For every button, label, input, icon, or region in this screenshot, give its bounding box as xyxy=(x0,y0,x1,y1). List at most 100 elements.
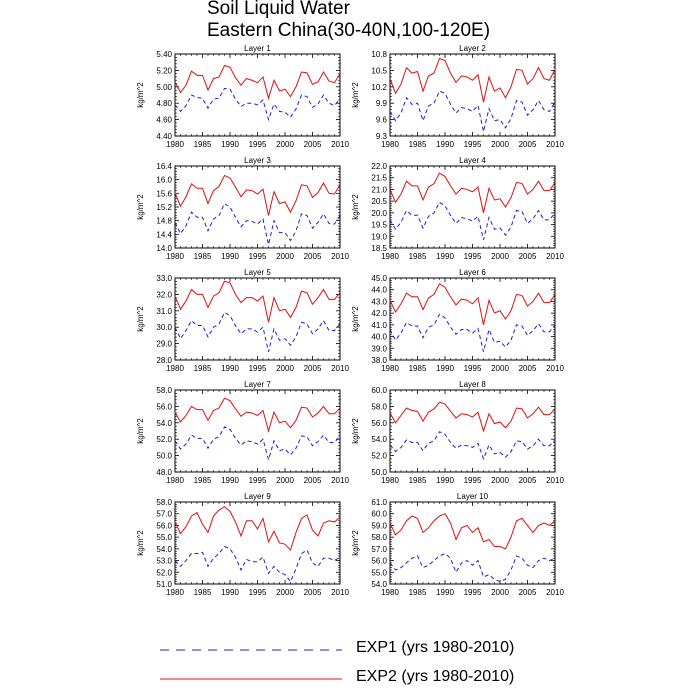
chart-panel-layer-7: Layer 7 kg/m^2 48.0 50.0 52.0 54.0 56.0 58.0 198… xyxy=(136,380,349,485)
x-tick-label: 2000 xyxy=(491,476,509,485)
x-tick-label: 1995 xyxy=(464,588,482,597)
panel-title: Layer 1 xyxy=(244,44,271,53)
y-axis-label: kg/m^2 xyxy=(351,306,360,332)
x-tick-label: 1995 xyxy=(464,364,482,373)
y-tick-label: 52.0 xyxy=(156,568,172,577)
x-tick-label: 2000 xyxy=(491,252,509,261)
y-axis-label: kg/m^2 xyxy=(351,82,360,108)
x-tick-label: 1990 xyxy=(436,140,454,149)
series-line-exp1 xyxy=(389,552,556,583)
y-tick-label: 57.0 xyxy=(371,545,387,554)
y-tick-label: 52.0 xyxy=(156,435,172,444)
y-axis-label: kg/m^2 xyxy=(136,306,145,332)
x-tick-label: 2000 xyxy=(491,364,509,373)
plot-frame xyxy=(389,165,556,249)
y-tick-label: 10.2 xyxy=(371,83,387,92)
x-tick-label: 1980 xyxy=(381,588,399,597)
plot-frame xyxy=(389,53,556,137)
chart-panel-layer-3: Layer 3 kg/m^2 14.0 14.4 14.8 15.2 15.6 16.0 16.… xyxy=(136,156,349,261)
y-tick-label: 16.0 xyxy=(156,176,172,185)
y-tick-label: 53.0 xyxy=(156,557,172,566)
x-tick-label: 2005 xyxy=(304,252,322,261)
x-tick-label: 1990 xyxy=(436,364,454,373)
panel-title: Layer 2 xyxy=(459,44,486,53)
series-line-exp1 xyxy=(389,201,556,240)
y-tick-label: 54.0 xyxy=(156,419,172,428)
x-tick-label: 1990 xyxy=(221,476,239,485)
y-axis-label: kg/m^2 xyxy=(136,194,145,220)
x-tick-label: 1980 xyxy=(381,364,399,373)
y-axis-label: kg/m^2 xyxy=(351,194,360,220)
y-tick-label: 19.5 xyxy=(371,221,387,230)
chart-panel-layer-1: Layer 1 kg/m^2 4.40 4.60 4.80 5.00 5.20 5.40 198… xyxy=(136,44,349,149)
series-line-exp1 xyxy=(174,311,341,352)
y-tick-label: 5.00 xyxy=(156,83,172,92)
panel-title: Layer 9 xyxy=(244,492,271,501)
series-line-exp2 xyxy=(174,174,341,216)
x-tick-label: 2005 xyxy=(519,252,537,261)
panel-title: Layer 4 xyxy=(459,156,486,165)
series-line-exp2 xyxy=(389,172,556,213)
y-tick-label: 39.0 xyxy=(371,344,387,353)
x-tick-label: 1980 xyxy=(166,588,184,597)
legend-label-exp1: EXP1 (yrs 1980-2010) xyxy=(356,639,515,656)
x-tick-label: 1985 xyxy=(409,588,427,597)
y-tick-label: 41.0 xyxy=(371,321,387,330)
x-tick-label: 1990 xyxy=(221,140,239,149)
y-tick-label: 58.0 xyxy=(156,498,172,507)
y-tick-label: 32.0 xyxy=(156,290,172,299)
x-tick-label: 2005 xyxy=(304,140,322,149)
series-line-exp1 xyxy=(174,87,341,122)
series-line-exp2 xyxy=(174,397,341,433)
x-tick-label: 2000 xyxy=(491,140,509,149)
x-tick-label: 2010 xyxy=(546,140,564,149)
x-tick-label: 1990 xyxy=(436,476,454,485)
x-tick-label: 2005 xyxy=(519,140,537,149)
y-axis-label: kg/m^2 xyxy=(136,530,145,556)
y-tick-label: 31.0 xyxy=(156,307,172,316)
series-line-exp1 xyxy=(389,313,556,352)
y-tick-label: 58.0 xyxy=(156,386,172,395)
x-tick-label: 1995 xyxy=(464,252,482,261)
panel-title: Layer 10 xyxy=(457,492,489,501)
y-axis-label: kg/m^2 xyxy=(351,418,360,444)
x-tick-label: 1980 xyxy=(166,252,184,261)
y-tick-label: 54.0 xyxy=(156,545,172,554)
legend-label-exp2: EXP2 (yrs 1980-2010) xyxy=(356,668,515,685)
x-tick-label: 1995 xyxy=(249,476,267,485)
y-tick-label: 14.4 xyxy=(156,230,172,239)
x-tick-label: 2005 xyxy=(519,476,537,485)
plot-frame xyxy=(174,165,341,249)
x-tick-label: 1985 xyxy=(194,140,212,149)
series-line-exp2 xyxy=(389,283,556,325)
x-tick-label: 1995 xyxy=(249,364,267,373)
y-tick-label: 60.0 xyxy=(371,386,387,395)
plot-frame xyxy=(174,53,341,137)
x-tick-label: 1985 xyxy=(409,476,427,485)
x-tick-label: 2010 xyxy=(331,252,349,261)
x-tick-label: 1990 xyxy=(221,252,239,261)
series-line-exp2 xyxy=(174,64,341,101)
x-tick-label: 2010 xyxy=(331,476,349,485)
y-tick-label: 54.0 xyxy=(371,580,387,589)
series-line-exp1 xyxy=(174,426,341,462)
series-line-exp1 xyxy=(174,545,341,583)
series-line-exp2 xyxy=(174,280,341,323)
y-tick-label: 10.8 xyxy=(371,50,387,59)
plot-frame xyxy=(174,501,341,585)
figure-title-line1: Soil Liquid Water xyxy=(207,0,350,19)
x-tick-label: 1980 xyxy=(166,476,184,485)
x-tick-label: 2010 xyxy=(331,588,349,597)
x-tick-label: 1985 xyxy=(409,140,427,149)
figure-title-line2: Eastern China(30-40N,100-120E) xyxy=(207,20,491,41)
y-tick-label: 9.6 xyxy=(376,116,388,125)
x-tick-label: 1990 xyxy=(436,252,454,261)
series-line-exp1 xyxy=(389,431,556,461)
x-tick-label: 2000 xyxy=(276,476,294,485)
y-tick-label: 54.0 xyxy=(371,435,387,444)
x-tick-label: 1990 xyxy=(221,588,239,597)
x-tick-label: 2005 xyxy=(304,588,322,597)
y-tick-label: 50.0 xyxy=(156,452,172,461)
y-tick-label: 51.0 xyxy=(156,580,172,589)
x-tick-label: 2000 xyxy=(276,140,294,149)
